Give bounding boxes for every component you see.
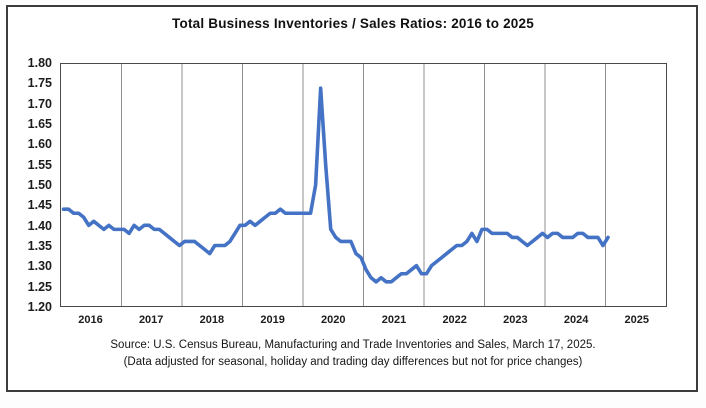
x-axis-tick-label: 2024 bbox=[563, 314, 589, 326]
chart-title: Total Business Inventories / Sales Ratio… bbox=[172, 16, 534, 31]
y-axis-tick-label: 1.55 bbox=[27, 157, 52, 172]
x-axis-tick-label: 2020 bbox=[321, 314, 346, 326]
y-axis-tick-label: 1.40 bbox=[27, 218, 52, 233]
inventories-sales-ratio-line bbox=[61, 86, 610, 284]
x-axis-tick-label: 2016 bbox=[78, 314, 103, 326]
x-axis-tick-label: 2018 bbox=[199, 314, 225, 326]
y-axis-tick-label: 1.35 bbox=[27, 239, 52, 253]
plot-area bbox=[60, 63, 667, 307]
y-axis-tick-label: 1.65 bbox=[27, 117, 52, 131]
x-axis-tick-label: 2017 bbox=[138, 314, 164, 326]
y-axis-tick-label: 1.60 bbox=[27, 137, 52, 152]
y-axis-tick-label: 1.20 bbox=[27, 300, 52, 314]
y-axis-tick-label: 1.45 bbox=[27, 198, 52, 213]
y-axis-tick-label: 1.50 bbox=[27, 178, 52, 192]
y-axis-tick-label: 1.80 bbox=[27, 56, 52, 70]
y-axis-tick-label: 1.30 bbox=[27, 259, 52, 274]
note-text: (Data adjusted for seasonal, holiday and… bbox=[123, 356, 583, 368]
y-axis-tick-label: 1.75 bbox=[27, 76, 52, 91]
x-axis-tick-label: 2022 bbox=[442, 314, 467, 326]
x-axis-tick-label: 2019 bbox=[260, 314, 285, 326]
source-text: Source: U.S. Census Bureau, Manufacturin… bbox=[110, 339, 596, 351]
y-axis-tick-label: 1.70 bbox=[27, 96, 52, 111]
x-axis-tick-label: 2025 bbox=[624, 314, 650, 326]
x-axis-tick-label: 2021 bbox=[381, 314, 407, 326]
x-axis-tick-label: 2023 bbox=[503, 314, 528, 326]
trend-line-canvas bbox=[61, 64, 610, 306]
y-axis-tick-label: 1.25 bbox=[27, 279, 52, 294]
